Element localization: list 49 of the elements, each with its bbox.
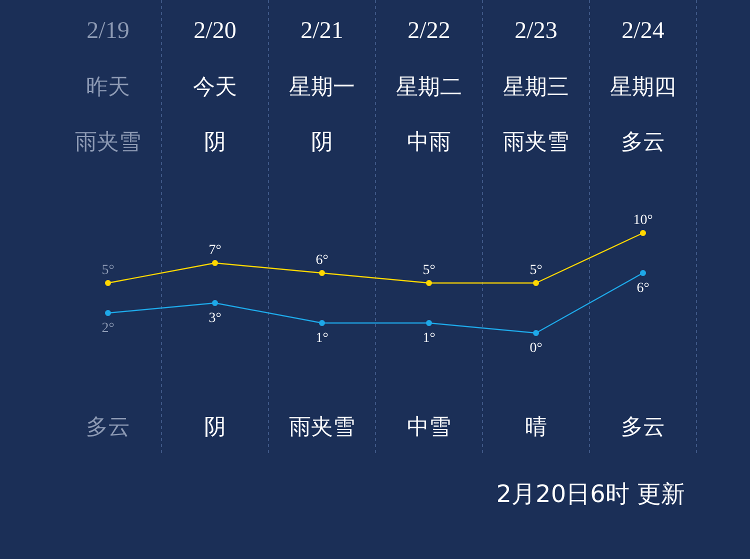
text: 多云 xyxy=(621,415,665,440)
x-tick-label: 2/24 xyxy=(622,18,664,44)
point xyxy=(426,280,432,286)
text: 星期三 xyxy=(503,75,569,100)
text: 昨天 xyxy=(86,75,130,100)
text: 中雪 xyxy=(407,415,451,440)
data-label: 5° xyxy=(530,263,542,278)
x-tick-label: 2/20 xyxy=(194,18,236,44)
point xyxy=(319,270,325,276)
point xyxy=(212,260,218,266)
text: 晴 xyxy=(525,415,547,440)
point xyxy=(533,280,539,286)
data-label: 1° xyxy=(316,331,328,346)
text: 阴 xyxy=(204,415,226,440)
point xyxy=(640,270,646,276)
text: 星期一 xyxy=(289,75,355,100)
text: 星期二 xyxy=(396,75,462,100)
x-tick-label: 2/23 xyxy=(514,18,558,44)
data-label: 6° xyxy=(636,281,650,296)
data-label: 6° xyxy=(316,253,328,268)
point xyxy=(105,310,111,316)
text: 多云 xyxy=(621,130,665,155)
data-label: 3° xyxy=(208,311,222,326)
text: 今天 xyxy=(193,75,237,100)
data-label: 5° xyxy=(422,263,436,278)
text: 雨夹雪 xyxy=(75,130,141,155)
text: 雨夹雪 xyxy=(289,415,355,440)
x-tick-label: 2/21 xyxy=(300,18,344,44)
point xyxy=(533,330,539,336)
text: 阴 xyxy=(311,130,333,155)
data-label: 5° xyxy=(102,263,114,278)
text: 多云 xyxy=(86,415,130,440)
data-label: 0° xyxy=(530,341,542,356)
text: 阴 xyxy=(204,130,226,155)
x-tick-label: 2/19 xyxy=(86,18,130,44)
text: 星期四 xyxy=(610,75,676,100)
data-label: 1° xyxy=(422,331,436,346)
text: 2月20日6时 更新 xyxy=(496,480,685,508)
data-label: 7° xyxy=(208,243,222,258)
data-label: 2° xyxy=(102,321,114,336)
point xyxy=(640,230,646,236)
text: 中雨 xyxy=(407,130,451,155)
data-label: 10° xyxy=(633,213,653,228)
point xyxy=(426,320,432,326)
point xyxy=(319,320,325,326)
point xyxy=(105,280,111,286)
point xyxy=(212,300,218,306)
x-tick-label: 2/22 xyxy=(408,18,450,44)
text: 雨夹雪 xyxy=(503,130,569,155)
